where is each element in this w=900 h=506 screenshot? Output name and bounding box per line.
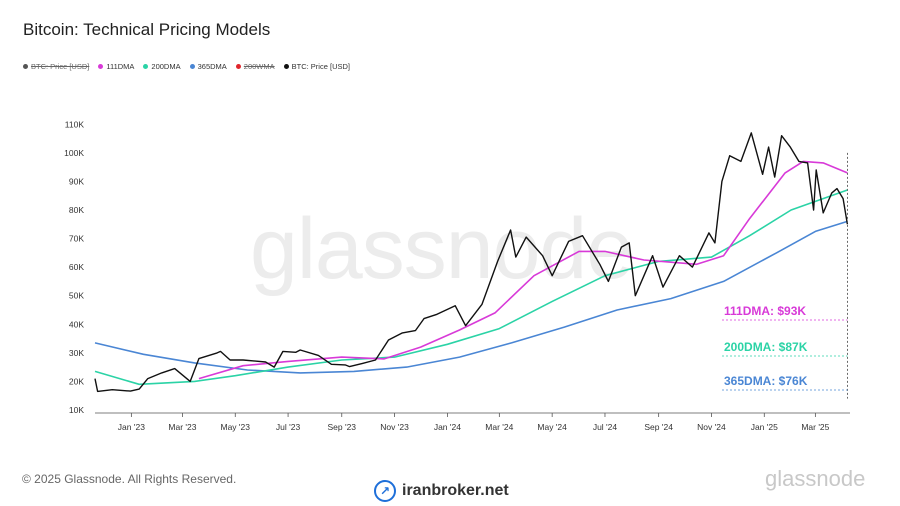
- chart-title: Bitcoin: Technical Pricing Models: [23, 20, 271, 39]
- annotation-label: 200DMA: $87K: [724, 340, 808, 354]
- x-tick-label: Sep '24: [644, 422, 673, 432]
- series-line-365dma: [94, 220, 848, 374]
- y-tick-label: 20K: [69, 376, 84, 386]
- legend-dot-icon: [23, 64, 28, 69]
- legend-item[interactable]: BTC: Price [USD]: [23, 62, 89, 71]
- legend-dot-icon: [235, 64, 241, 69]
- x-tick-label: May '24: [537, 422, 567, 432]
- legend-dot-icon: [283, 64, 289, 69]
- chart-legend: BTC: Price [USD] 111DMA 200DMA 365DMA 200WMA…: [23, 62, 350, 71]
- legend-item[interactable]: 111DMA: [98, 62, 134, 71]
- y-tick-label: 60K: [69, 262, 84, 272]
- legend-label: 200WMA: [243, 62, 275, 71]
- footer-logo: glassnode: [765, 466, 866, 491]
- annotation-label: 365DMA: $76K: [724, 374, 808, 388]
- legend-dot-icon: [98, 64, 104, 69]
- legend-item[interactable]: 200DMA: [143, 62, 181, 71]
- broker-watermark: ↗ iranbroker.net: [374, 480, 509, 502]
- x-tick-label: Jul '23: [276, 422, 301, 432]
- x-tick-label: Jan '25: [751, 422, 778, 432]
- y-tick-label: 80K: [69, 205, 84, 215]
- legend-label: 200DMA: [151, 62, 181, 71]
- copyright-text: © 2025 Glassnode. All Rights Reserved.: [22, 472, 237, 486]
- annotation-label: 111DMA: $93K: [724, 304, 806, 318]
- x-tick-label: Mar '23: [168, 422, 196, 432]
- series-line-btc-price-usd-: [94, 132, 849, 393]
- x-tick-label: Jan '24: [434, 422, 461, 432]
- x-tick-label: Mar '25: [801, 422, 829, 432]
- y-tick-label: 40K: [69, 319, 84, 329]
- x-tick-label: May '23: [221, 422, 251, 432]
- x-tick-label: Jul '24: [593, 422, 618, 432]
- legend-item[interactable]: 365DMA: [189, 62, 227, 71]
- chart-trend-icon: ↗: [374, 480, 396, 502]
- y-tick-label: 110K: [65, 119, 85, 129]
- y-tick-label: 30K: [69, 348, 84, 358]
- y-tick-label: 90K: [69, 176, 84, 186]
- y-tick-label: 50K: [69, 291, 84, 301]
- x-tick-label: Nov '23: [380, 422, 409, 432]
- legend-label: 365DMA: [197, 62, 227, 71]
- x-tick-label: Mar '24: [485, 422, 513, 432]
- legend-label: BTC: Price [USD]: [291, 62, 350, 71]
- broker-label: iranbroker.net: [402, 482, 509, 499]
- legend-item[interactable]: 200WMA: [235, 62, 275, 71]
- legend-dot-icon: [189, 64, 195, 69]
- legend-dot-icon: [143, 64, 149, 69]
- y-tick-label: 10K: [69, 405, 84, 415]
- y-tick-label: 70K: [69, 234, 84, 244]
- legend-label: 111DMA: [106, 62, 135, 71]
- x-tick-label: Jan '23: [118, 422, 145, 432]
- x-tick-label: Nov '24: [697, 422, 726, 432]
- x-tick-label: Sep '23: [327, 422, 356, 432]
- y-tick-label: 100K: [64, 148, 84, 158]
- series-line-111dma: [198, 160, 848, 380]
- legend-item[interactable]: BTC: Price [USD]: [283, 62, 350, 71]
- legend-label: BTC: Price [USD]: [31, 62, 90, 71]
